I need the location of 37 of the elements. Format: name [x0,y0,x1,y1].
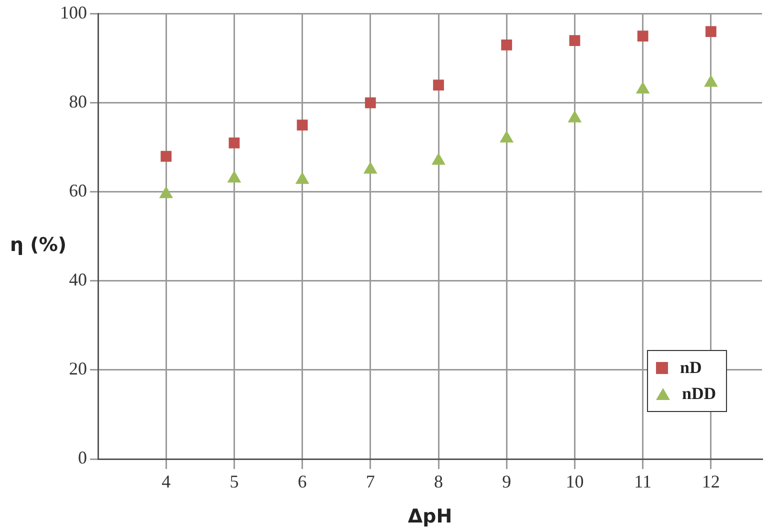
point [228,171,241,183]
x-tick-label: 6 [298,472,307,492]
point [568,110,582,122]
point [296,120,308,131]
point [569,35,580,46]
x-tick-label: 4 [162,472,171,492]
x-tick-label: 12 [702,472,720,492]
y-tick-label: 0 [78,448,87,468]
x-tick-label: 8 [434,472,444,492]
y-tick-label: 80 [69,92,87,112]
y-axis-title: η (%) [10,234,67,256]
y-tick-label: 20 [69,358,87,379]
x-tick-label: 11 [634,472,652,492]
point [501,40,512,50]
x-tick-label: 10 [566,472,584,492]
x-tick-label: 5 [230,472,239,492]
y-tick-label: 100 [60,2,87,23]
point [160,150,172,162]
point [160,186,173,198]
x-tick-label: 7 [366,472,375,492]
y-tick-label: 40 [69,270,87,290]
point [705,26,716,38]
point [636,82,650,94]
x-axis-title: ΔpH [408,506,452,528]
legend-label: nD [680,358,702,378]
y-tick-label: 60 [69,180,87,201]
point [433,80,444,90]
point [364,97,376,108]
legend-label: nDD [682,384,716,404]
point [637,30,648,42]
point [364,162,377,174]
x-tick-label: 9 [502,472,512,492]
point [500,130,514,142]
point [296,172,309,184]
point [704,75,718,87]
point [228,137,240,148]
point [432,153,446,165]
